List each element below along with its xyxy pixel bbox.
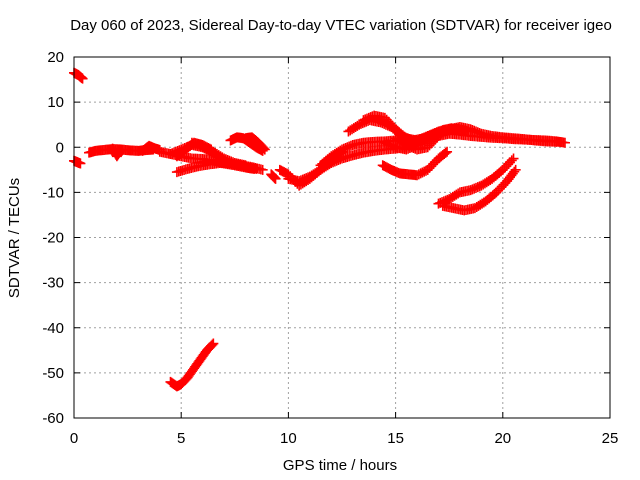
data-point xyxy=(551,136,562,147)
series-t02 xyxy=(69,155,86,169)
axis-ticks: 0 5 10 15 20 25 -60 -50 -40 -30 -20 -10 0 10 20 xyxy=(42,49,618,447)
data-point xyxy=(440,147,451,158)
y-tick-label: -30 xyxy=(42,275,64,292)
series-t21 xyxy=(377,146,453,181)
data-point xyxy=(509,166,520,177)
x-axis-title: GPS time / hours xyxy=(283,457,397,474)
y-tick-label: 20 xyxy=(47,49,64,66)
series-t13 xyxy=(266,169,281,184)
data-point xyxy=(249,163,260,174)
data-point xyxy=(506,155,517,166)
data-point xyxy=(510,164,521,175)
data-point xyxy=(77,73,88,84)
y-tick-label: 10 xyxy=(47,94,64,111)
data-point xyxy=(257,164,268,175)
series-t12 xyxy=(240,132,270,155)
series-t04 xyxy=(107,143,127,162)
x-tick-label: 20 xyxy=(494,430,511,447)
grid-lines xyxy=(74,57,610,418)
data-point xyxy=(116,144,127,155)
data-point xyxy=(259,144,270,155)
series-t01 xyxy=(69,67,88,84)
x-tick-label: 10 xyxy=(280,430,297,447)
chart-title: Day 060 of 2023, Sidereal Day-to-day VTE… xyxy=(70,17,612,34)
y-tick-label: 0 xyxy=(56,139,64,156)
x-tick-label: 25 xyxy=(602,430,619,447)
series-t24 xyxy=(165,338,219,392)
x-tick-label: 15 xyxy=(387,430,404,447)
y-axis-title: SDTVAR / TECUs xyxy=(6,178,23,298)
series-t20 xyxy=(390,121,562,155)
series-t23 xyxy=(437,164,521,216)
data-point xyxy=(442,146,453,157)
data-point xyxy=(258,143,269,154)
x-tick-label: 0 xyxy=(70,430,78,447)
data-point xyxy=(508,153,519,164)
y-tick-label: -60 xyxy=(42,410,64,427)
data-point xyxy=(208,338,219,349)
y-tick-label: -20 xyxy=(42,230,64,247)
data-points xyxy=(69,67,570,392)
data-point xyxy=(206,340,217,351)
data-point xyxy=(270,173,281,184)
y-tick-label: -40 xyxy=(42,320,64,337)
data-point xyxy=(257,142,268,153)
y-tick-label: -10 xyxy=(42,184,64,201)
x-tick-label: 5 xyxy=(177,430,185,447)
data-point xyxy=(75,158,86,169)
series-t10 xyxy=(186,137,260,174)
y-tick-label: -50 xyxy=(42,365,64,382)
data-point xyxy=(207,339,218,350)
data-point xyxy=(559,137,570,148)
series-t22 xyxy=(433,153,519,209)
plot-frame xyxy=(73,56,611,419)
